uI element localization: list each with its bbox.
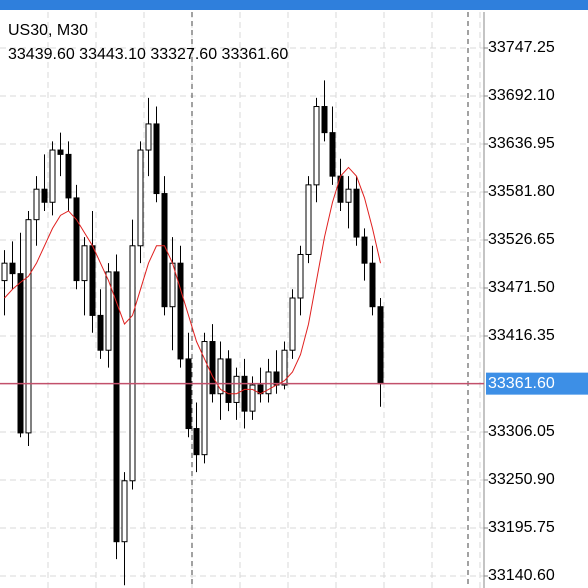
current-price-label: 33361.60 — [488, 375, 555, 392]
top-bar — [0, 0, 588, 10]
chart-title: US30, M30 — [8, 22, 88, 39]
y-tick-label: 33636.95 — [488, 135, 555, 152]
candle-body — [305, 184, 312, 255]
candle-body — [129, 245, 136, 482]
y-tick-label: 33692.10 — [488, 87, 555, 104]
candle-body — [73, 197, 80, 282]
candle-body — [81, 245, 88, 282]
candle-body — [369, 262, 376, 308]
candle-body — [121, 480, 128, 543]
candle-body — [289, 297, 296, 351]
candle-body — [193, 428, 200, 456]
candle-body — [41, 188, 48, 203]
candle-body — [201, 341, 208, 456]
candle-body — [377, 306, 384, 385]
candle-body — [113, 271, 120, 543]
ohlc-readout: 33439.60 33443.10 33327.60 33361.60 — [8, 46, 288, 63]
y-tick-label: 33250.90 — [488, 471, 555, 488]
y-tick-label: 33471.50 — [488, 279, 555, 296]
y-tick-label: 33140.60 — [488, 567, 555, 584]
candle-body — [297, 253, 304, 299]
current-price-box — [486, 372, 588, 395]
y-tick-label: 33416.35 — [488, 327, 555, 344]
candle-body — [153, 123, 160, 195]
candle-body — [209, 341, 216, 395]
candle-body — [337, 175, 344, 203]
candle-body — [57, 149, 64, 155]
candle-body — [89, 245, 96, 316]
candle-body — [353, 188, 360, 238]
candle-body — [33, 188, 40, 221]
candle-body — [217, 358, 224, 395]
y-tick-label: 33306.05 — [488, 423, 555, 440]
y-tick-label: 33747.25 — [488, 39, 555, 56]
y-tick-label: 33195.75 — [488, 519, 555, 536]
candle-body — [233, 375, 240, 403]
candle-body — [241, 375, 248, 412]
candle-body — [145, 123, 152, 151]
y-tick-label: 33581.80 — [488, 183, 555, 200]
candle-body — [313, 106, 320, 186]
candle-body — [361, 236, 368, 264]
candle-body — [185, 358, 192, 430]
candle-body — [345, 188, 352, 203]
candle-body — [225, 358, 232, 403]
candle-body — [17, 273, 24, 434]
candle-body — [281, 349, 288, 386]
candle-body — [9, 262, 16, 275]
candle-body — [249, 384, 256, 412]
candle-body — [177, 262, 184, 360]
grid — [0, 12, 484, 588]
candle-body — [49, 149, 56, 203]
candle-body — [25, 219, 32, 434]
y-tick-label: 33526.65 — [488, 231, 555, 248]
candle-body — [1, 262, 8, 282]
candle-body — [321, 106, 328, 134]
moving-average — [4, 166, 381, 395]
candle-body — [65, 153, 72, 199]
candle-body — [265, 371, 272, 395]
candle-body — [105, 271, 112, 351]
candle-body — [329, 132, 336, 177]
candle-body — [97, 314, 104, 351]
candle-body — [137, 149, 144, 247]
